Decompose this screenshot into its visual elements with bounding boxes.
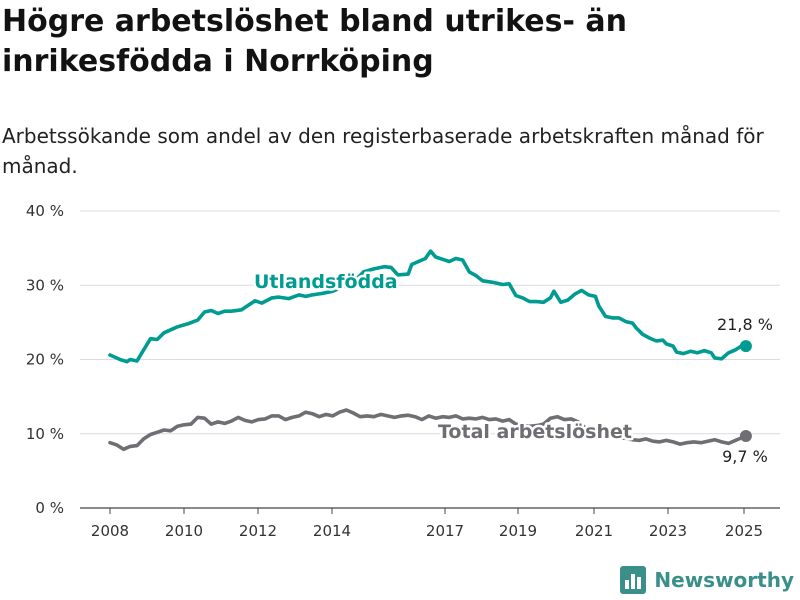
series-lines [108,249,748,452]
grid-lines [80,210,780,509]
series-label-utlandsfodda: Utlandsfödda [254,271,398,293]
y-tick-label: 40 % [26,202,64,220]
series-line-utlandsfodda [108,249,748,364]
end-value-label-total: 9,7 % [722,447,768,466]
x-tick-label: 2008 [91,522,129,540]
end-value-label-utlandsfodda: 21,8 % [717,315,773,334]
y-tick-label: 0 % [35,499,64,517]
y-axis-tick-labels: 0 % 10 % 20 % 30 % 40 % [26,202,64,517]
end-marker-total [739,429,752,442]
chart-title: Högre arbetslöshet bland utrikes- än inr… [2,4,627,79]
newsworthy-brand: Newsworthy [620,566,794,594]
brand-name: Newsworthy [654,568,794,592]
x-tick-label: 2023 [649,522,687,540]
y-tick-label: 30 % [26,276,64,294]
bar-chart-logo-icon [620,566,647,594]
series-line-total [108,408,748,452]
x-tick-label: 2010 [165,522,203,540]
x-tick-label: 2017 [426,522,464,540]
end-value-labels: 21,8 % 9,7 % [717,315,773,466]
x-tick-label: 2014 [313,522,351,540]
x-tick-label: 2019 [499,522,537,540]
end-marker-utlandsfodda [739,340,752,353]
y-tick-label: 20 % [26,351,64,369]
x-tick-label: 2021 [575,522,613,540]
chart-subtitle: Arbetssökande som andel av den registerb… [2,124,764,178]
x-tick-label: 2012 [239,522,277,540]
series-labels: Utlandsfödda Total arbetslöshet [252,269,635,446]
y-tick-label: 10 % [26,425,64,443]
x-tick-label: 2025 [725,522,763,540]
end-markers [739,340,752,442]
x-axis: 2008 2010 2012 2014 2017 2019 2021 2023 2025 [91,508,763,540]
series-label-total: Total arbetslöshet [438,421,632,443]
